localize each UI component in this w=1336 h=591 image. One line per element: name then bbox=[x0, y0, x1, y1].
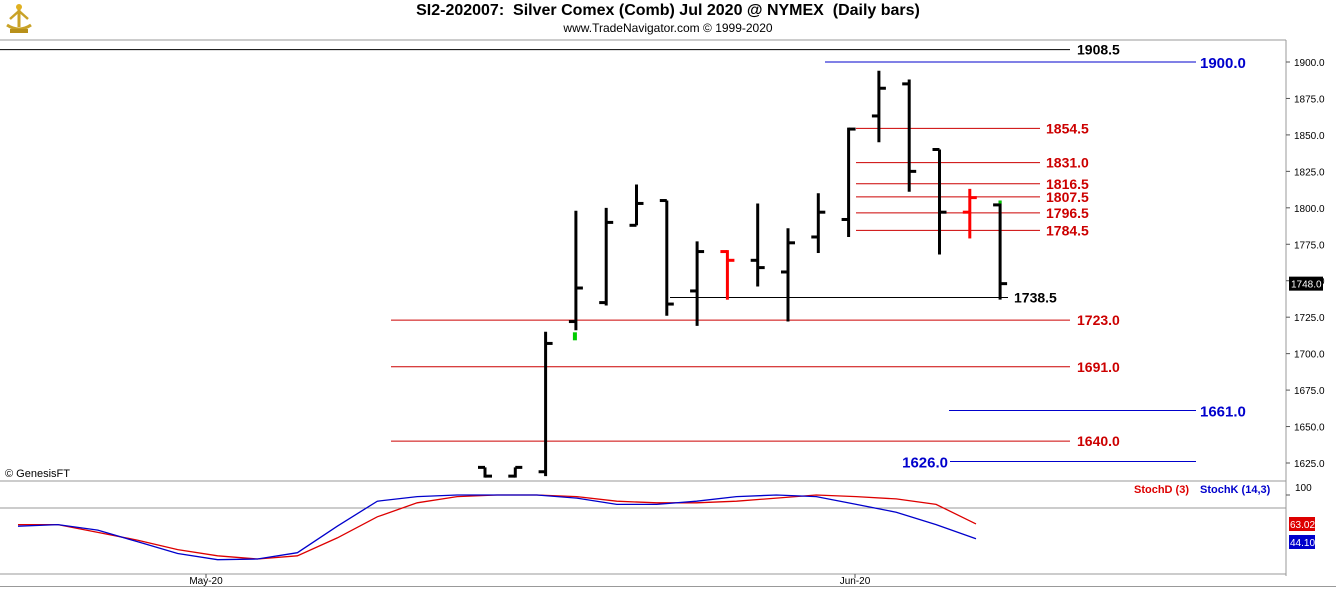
stoch-last-label: 63.02 bbox=[1290, 520, 1315, 531]
level-label: 1661.0 bbox=[1200, 404, 1246, 421]
last-price-marker: 1748.0 bbox=[1289, 276, 1323, 291]
y-tick-label: 1675.0 bbox=[1294, 386, 1325, 397]
level-label: 1723.0 bbox=[1077, 312, 1120, 328]
x-tick-label: May-20 bbox=[189, 576, 223, 587]
date-axis: May-20 Jun-20 bbox=[189, 574, 871, 587]
y-tick-label: 1700.0 bbox=[1294, 350, 1325, 361]
y-tick-label: 1850.0 bbox=[1294, 131, 1325, 142]
y-tick-label: 1775.0 bbox=[1294, 240, 1325, 251]
stoch-line bbox=[17, 494, 977, 561]
stoch-last-box bbox=[1289, 517, 1315, 531]
copyright-text: © GenesisFT bbox=[5, 468, 70, 480]
bottom-divider bbox=[0, 586, 1336, 587]
price-levels: 1908.5 1900.0 1854.5 1831.0 1816.51807.51796… bbox=[0, 42, 1246, 472]
y-tick-label: 1800.0 bbox=[1294, 204, 1325, 215]
y-tick-label: 1625.0 bbox=[1294, 459, 1325, 470]
price-panel bbox=[0, 39, 1287, 576]
price-axis: 1900.01875.01850.01825.01800.01775.01750… bbox=[1286, 58, 1325, 470]
last-price-box bbox=[1289, 276, 1323, 291]
level-label: 1908.5 bbox=[1077, 42, 1120, 58]
level-label: 1900.0 bbox=[1200, 55, 1246, 72]
level-label: 1640.0 bbox=[1077, 433, 1120, 449]
level-label: 1796.5 bbox=[1046, 205, 1089, 221]
chart-subtitle: www.TradeNavigator.com © 1999-2020 bbox=[563, 21, 773, 35]
y-tick-label: 1825.0 bbox=[1294, 167, 1325, 178]
chart-title: SI2-202007: Silver Comex (Comb) Jul 2020… bbox=[416, 2, 920, 19]
logo-icon bbox=[4, 3, 34, 35]
level-label: 1831.0 bbox=[1046, 155, 1089, 171]
stoch-legend-label: StochD (3) bbox=[1134, 484, 1189, 496]
y-tick-label: 1650.0 bbox=[1294, 423, 1325, 434]
level-label: 1691.0 bbox=[1077, 359, 1120, 375]
stoch-legend-label: StochK (14,3) bbox=[1200, 484, 1271, 496]
level-label: 1784.5 bbox=[1046, 222, 1089, 238]
level-label: 1807.5 bbox=[1046, 189, 1089, 205]
stoch-tick-label: 100 bbox=[1295, 483, 1312, 494]
y-tick-label: 1725.0 bbox=[1294, 313, 1325, 324]
level-label: 1816.5 bbox=[1046, 176, 1089, 192]
stochastic-panel: 100 StochD (3) 63.02 StochK (14,3) 44.10 bbox=[17, 483, 1315, 561]
stoch-last-label: 44.10 bbox=[1290, 538, 1315, 549]
y-tick-label: 1900.0 bbox=[1294, 58, 1325, 69]
ohlc-bars bbox=[478, 70, 1008, 478]
last-price-label: 1748.0 bbox=[1291, 280, 1322, 291]
stoch-last-box bbox=[1289, 535, 1315, 549]
level-label: 1738.5 bbox=[1014, 289, 1057, 305]
y-tick-label: 1875.0 bbox=[1294, 94, 1325, 105]
level-label: 1626.0 bbox=[902, 455, 948, 472]
x-tick-label: Jun-20 bbox=[840, 576, 871, 587]
level-label: 1854.5 bbox=[1046, 120, 1089, 136]
